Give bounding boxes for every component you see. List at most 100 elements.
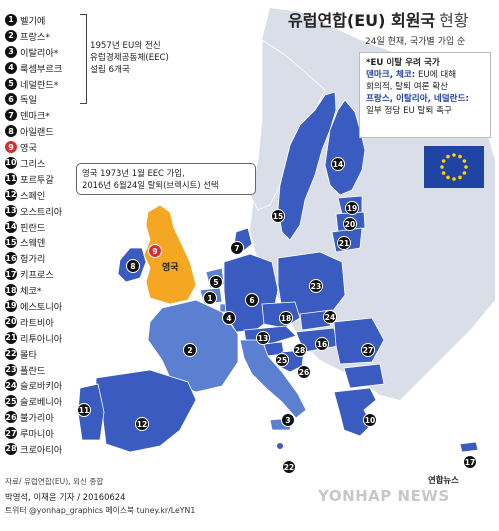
member-list-item: 1 벨기에 [5,12,91,28]
concern-box: *EU 이탈 우려 국가 덴마크, 체코: EU에 대해 회의적, 탈퇴 여론 … [359,52,491,138]
uk-callout-line: 2016년 6월24일 탈퇴(브렉시트) 선택 [82,180,219,190]
member-name: 키프로스 [20,270,54,282]
map-number-marker: 22 [282,460,296,474]
svg-text:11: 11 [79,406,89,415]
member-number-badge: 27 [5,427,17,440]
member-list-item: 3 이탈리아* [5,44,91,60]
member-list-item: 11 포르투갈 [5,171,91,187]
country-sweden [277,91,337,241]
member-number-badge: 11 [5,172,17,185]
country-norway [249,39,326,211]
country-bulgaria [343,363,385,389]
country-uk [143,204,197,305]
eu-flag-icon [424,146,484,188]
member-number-badge: 22 [5,347,17,360]
svg-text:24: 24 [325,313,335,322]
uk-callout-line: 영국 1973년 1월 EEC 가입, [82,168,185,178]
member-number-badge: 3 [5,45,17,58]
country-cyprus [459,441,479,453]
member-list-item: 13 오스트리아 [5,203,91,219]
map-number-marker: 20 [343,217,357,231]
map-number-marker: 26 [297,365,311,379]
member-name: 포르투갈 [20,174,54,186]
title-main: 유럽연합(EU) 회원국 [288,11,436,30]
member-name: 에스토니아 [20,301,63,313]
flag-star [462,159,467,163]
member-name: 라트비아 [20,317,54,329]
map-number-marker: 2 [183,343,197,357]
map-number-marker: 21 [337,236,351,250]
member-number-badge: 2 [5,29,17,42]
member-list-item: 19 에스토니아 [5,298,91,314]
svg-text:17: 17 [465,458,475,467]
svg-text:7: 7 [234,244,239,253]
member-number-badge: 1 [5,13,17,26]
member-list-item: 7 덴마크* [5,107,91,123]
page-title: 유럽연합(EU) 회원국 현황 [288,7,469,31]
country-italy [239,339,307,419]
member-number-badge: 15 [5,236,17,249]
member-list: 1 벨기에 2 프랑스* 3 이탈리아* 4 룩셈부르크 5 네덜란드* 6 독일 7 덴마크* 8 아일랜드… [5,12,91,457]
flag-star [441,171,446,175]
member-number-badge: 18 [5,284,17,297]
map-number-marker: 6 [245,293,259,307]
svg-text:21: 21 [339,239,349,248]
member-number-badge: 6 [5,93,17,106]
member-list-item: 23 폴란드 [5,362,91,378]
member-list-item: 24 슬로바키아 [5,377,91,393]
concern-highlight-2: 프랑스, 이탈리아, 네덜란드: [366,94,469,104]
member-number-badge: 23 [5,363,17,376]
member-name: 슬로베니아 [20,397,63,409]
member-name: 크로아티아 [20,444,63,456]
source-note: 자료/ 유럽연합(EU), 외신 종합 [5,477,104,486]
svg-text:20: 20 [345,220,355,229]
map-number-marker: 16 [315,337,329,351]
member-name: 벨기에 [20,15,46,27]
member-name: 오스트리아 [20,206,63,218]
svg-text:14: 14 [333,160,343,169]
flag-star [464,165,468,169]
map-number-marker: 4 [222,311,236,325]
member-list-item: 27 루마니아 [5,425,91,441]
svg-text:26: 26 [299,368,309,377]
member-number-badge: 8 [5,125,17,138]
member-number-badge: 16 [5,252,17,265]
member-name: 리투아니아 [20,333,63,345]
member-list-item: 12 스페인 [5,187,91,203]
member-list-item: 5 네덜란드* [5,76,91,92]
member-list-item: 28 크로아티아 [5,441,91,457]
member-name: 독일 [20,95,37,107]
map-number-marker: 10 [363,413,377,427]
svg-text:6: 6 [249,296,254,305]
founders-note-line: 1957년 EU의 전신 [90,41,161,51]
member-name: 덴마크* [20,111,50,123]
flag-star [440,165,444,169]
map-number-marker: 24 [323,310,337,324]
concern-line-4: 일부 정당 EU 탈퇴 촉구 [366,106,452,116]
member-list-item: 17 키프로스 [5,266,91,282]
map-number-marker: 23 [309,279,323,293]
member-number-badge: 5 [5,77,17,90]
svg-text:4: 4 [226,314,231,323]
member-list-item: 4 룩셈부르크 [5,60,91,76]
founders-note-line: 유럽경제공동체(EEC) [90,53,169,63]
credit-line: 박영석, 이재윤 기자 / 20160624 [5,492,126,502]
member-name: 영국 [20,143,37,155]
svg-text:15: 15 [273,212,283,221]
map-number-marker: 9 [148,244,162,258]
concern-highlight: 덴마크, 체코: [366,70,416,80]
member-list-item: 22 몰타 [5,346,91,362]
member-name: 룩셈부르크 [20,63,63,75]
member-list-item: 15 스웨덴 [5,234,91,250]
svg-text:19: 19 [347,204,357,213]
svg-text:9: 9 [152,247,157,256]
map-number-marker: 18 [279,311,293,325]
member-list-item: 9 영국 [5,139,91,155]
member-number-badge: 26 [5,411,17,424]
member-number-badge: 21 [5,331,17,344]
map-number-marker: 13 [256,331,270,345]
member-name: 폴란드 [20,365,46,377]
member-number-badge: 12 [5,188,17,201]
member-number-badge: 7 [5,109,17,122]
member-name: 루마니아 [20,429,54,441]
